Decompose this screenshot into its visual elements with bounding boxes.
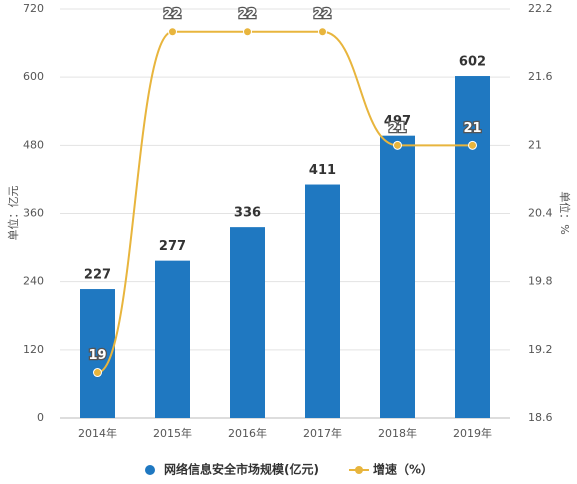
y-tick-label: 480 <box>23 138 44 151</box>
x-tick-label: 2018年 <box>378 426 417 440</box>
bar-value-label: 497 <box>384 114 411 129</box>
line-point <box>468 140 477 150</box>
y-tick-label: 0 <box>37 411 44 424</box>
bar-value-label: 336 <box>234 206 261 221</box>
line-value-label: 22 <box>313 7 331 22</box>
y2-tick-label: 19.2 <box>528 343 553 356</box>
legend-label: 网络信息安全市场规模(亿元) <box>164 462 319 477</box>
x-tick-label: 2017年 <box>303 426 342 440</box>
line-point <box>318 27 327 37</box>
bar <box>80 289 115 418</box>
line <box>97 30 473 374</box>
line-point <box>243 27 252 37</box>
x-tick-label: 2019年 <box>453 426 492 440</box>
y2-tick-label: 19.8 <box>528 275 553 288</box>
y2-tick-label: 21.6 <box>528 70 553 83</box>
line-value-label: 19 <box>88 348 106 363</box>
y-tick-label: 120 <box>23 343 44 356</box>
y-tick-label: 600 <box>23 70 44 83</box>
line-value-label: 22 <box>163 7 181 22</box>
y2-tick-label: 18.6 <box>528 411 553 424</box>
bar <box>155 260 190 418</box>
legend-marker <box>145 465 155 475</box>
bar-value-label: 602 <box>459 55 486 70</box>
line-point <box>393 140 402 150</box>
line-point <box>168 27 177 37</box>
bar-value-label: 227 <box>84 268 111 283</box>
y-axis-label: 单位：亿元 <box>6 186 20 241</box>
bar-value-label: 411 <box>309 163 336 178</box>
y2-tick-label: 21 <box>528 138 542 151</box>
bar <box>230 227 265 418</box>
x-tick-label: 2015年 <box>153 426 192 440</box>
y-tick-label: 720 <box>23 2 44 15</box>
legend-label: 增速（%） <box>373 462 433 477</box>
x-tick-label: 2014年 <box>78 426 117 440</box>
bar <box>455 76 490 419</box>
line-value-label: 21 <box>388 121 406 136</box>
y-tick-label: 240 <box>23 275 44 288</box>
x-tick-label: 2016年 <box>228 426 267 440</box>
bar <box>380 135 415 418</box>
bar-value-label: 277 <box>159 239 186 254</box>
legend-marker <box>354 466 363 474</box>
line-value-label: 21 <box>463 121 481 136</box>
line-value-label: 22 <box>238 7 256 22</box>
line-point <box>93 368 102 378</box>
y2-axis-label: 单位：% <box>558 191 572 234</box>
y2-tick-label: 22.2 <box>528 2 553 15</box>
y-tick-label: 360 <box>23 207 44 220</box>
bar <box>305 184 340 418</box>
y2-tick-label: 20.4 <box>528 207 553 220</box>
